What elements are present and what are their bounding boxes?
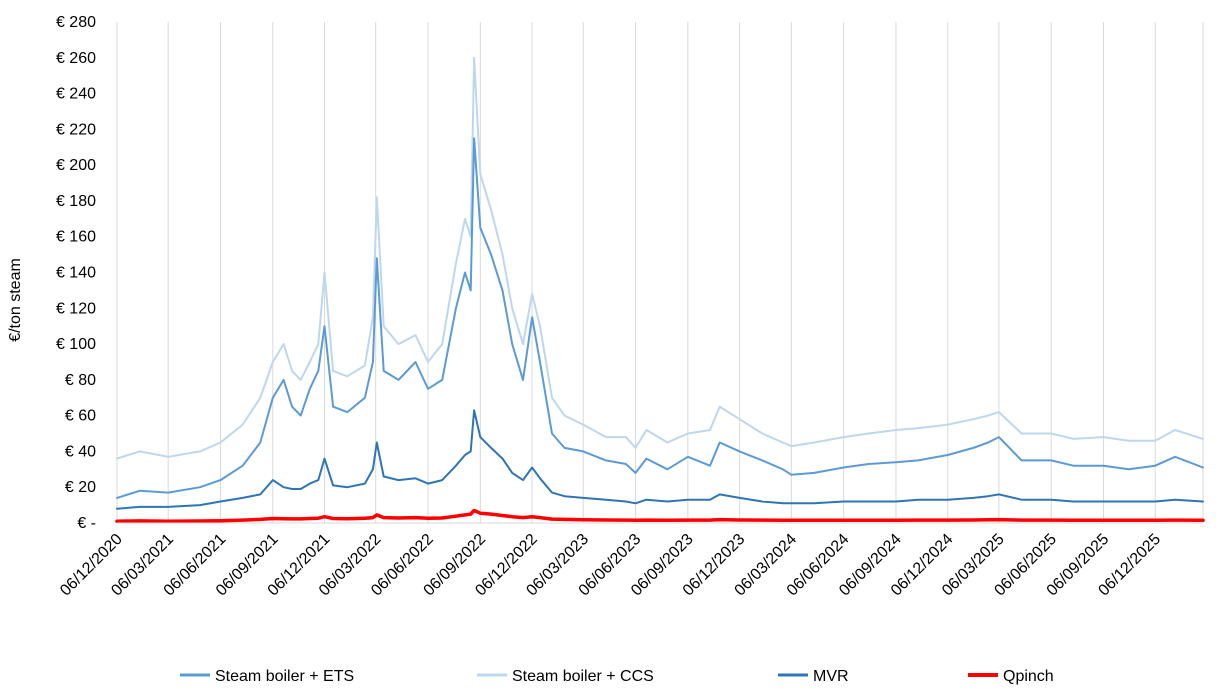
y-tick-label: € 20 — [65, 479, 96, 496]
y-tick-label: € 260 — [56, 50, 96, 67]
y-tick-label: € 120 — [56, 300, 96, 317]
y-tick-label: € 100 — [56, 336, 96, 353]
series-line-0 — [116, 137, 1204, 499]
y-axis-title: €/ton steam — [7, 258, 24, 342]
gridlines — [116, 22, 1204, 523]
x-axis-ticks: 06/12/202006/03/202106/06/202106/09/2021… — [57, 531, 1164, 600]
legend: Steam boiler + ETS Steam boiler + CCS MVR Q… — [180, 668, 1054, 685]
legend-label: Steam boiler + ETS — [215, 668, 354, 685]
y-tick-label: € 240 — [56, 86, 96, 103]
series-line-2 — [116, 409, 1204, 510]
y-tick-label: € 180 — [56, 193, 96, 210]
y-tick-label: € 200 — [56, 157, 96, 174]
series-lines — [115, 56, 1205, 523]
y-tick-label: € 280 — [56, 14, 96, 31]
y-tick-label: € - — [77, 515, 96, 532]
y-tick-label: € 140 — [56, 265, 96, 282]
y-axis-ticks: € - € 20 € 40 € 60 € 80 € 100 € 120 € 140 € 160 €… — [56, 14, 96, 532]
y-tick-label: € 80 — [65, 372, 96, 389]
legend-label: MVR — [813, 668, 849, 685]
series-line-1 — [116, 56, 1204, 460]
legend-label: Steam boiler + CCS — [512, 668, 654, 685]
legend-label: Qpinch — [1003, 668, 1054, 685]
y-tick-label: € 40 — [65, 443, 96, 460]
y-tick-label: € 220 — [56, 121, 96, 138]
y-tick-label: € 60 — [65, 408, 96, 425]
y-tick-label: € 160 — [56, 229, 96, 246]
series-line-3 — [115, 508, 1205, 523]
